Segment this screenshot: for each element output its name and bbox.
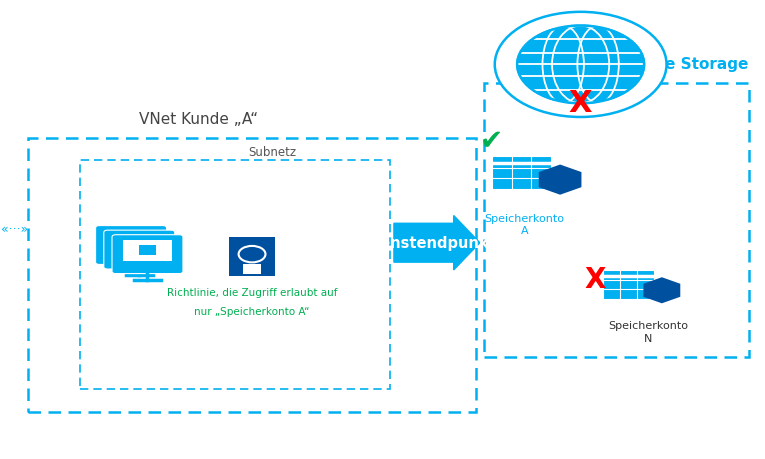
FancyArrow shape — [394, 216, 480, 270]
FancyBboxPatch shape — [243, 264, 261, 274]
FancyBboxPatch shape — [104, 230, 174, 269]
Text: X: X — [585, 266, 607, 294]
Bar — [80, 161, 390, 389]
FancyBboxPatch shape — [112, 235, 183, 274]
FancyBboxPatch shape — [106, 231, 156, 252]
Text: Richtlinie, die Zugriff erlaubt auf: Richtlinie, die Zugriff erlaubt auf — [167, 288, 337, 297]
Text: Azure Storage: Azure Storage — [627, 57, 749, 72]
Text: ✔: ✔ — [480, 127, 503, 155]
FancyBboxPatch shape — [229, 237, 275, 276]
Polygon shape — [643, 278, 680, 304]
FancyBboxPatch shape — [115, 236, 164, 257]
Text: Speicherkonto
N: Speicherkonto N — [608, 321, 688, 343]
FancyBboxPatch shape — [604, 271, 654, 299]
Text: X: X — [569, 89, 592, 118]
FancyBboxPatch shape — [139, 246, 156, 256]
FancyBboxPatch shape — [123, 236, 139, 246]
Bar — [483, 84, 749, 357]
Text: «···»: «···» — [1, 222, 28, 235]
Polygon shape — [539, 165, 581, 195]
FancyBboxPatch shape — [131, 241, 148, 251]
FancyBboxPatch shape — [96, 226, 167, 265]
Bar — [28, 138, 476, 412]
Text: Subnetz: Subnetz — [249, 146, 297, 159]
FancyBboxPatch shape — [122, 241, 172, 262]
FancyBboxPatch shape — [492, 157, 552, 190]
Text: nur „Speicherkonto A“: nur „Speicherkonto A“ — [194, 306, 310, 316]
Circle shape — [495, 13, 666, 118]
Text: Speicherkonto
A: Speicherkonto A — [485, 213, 565, 236]
Text: VNet Kunde „A“: VNet Kunde „A“ — [138, 112, 258, 127]
Circle shape — [517, 27, 644, 104]
Text: Dienstendpunkt: Dienstendpunkt — [364, 236, 496, 251]
